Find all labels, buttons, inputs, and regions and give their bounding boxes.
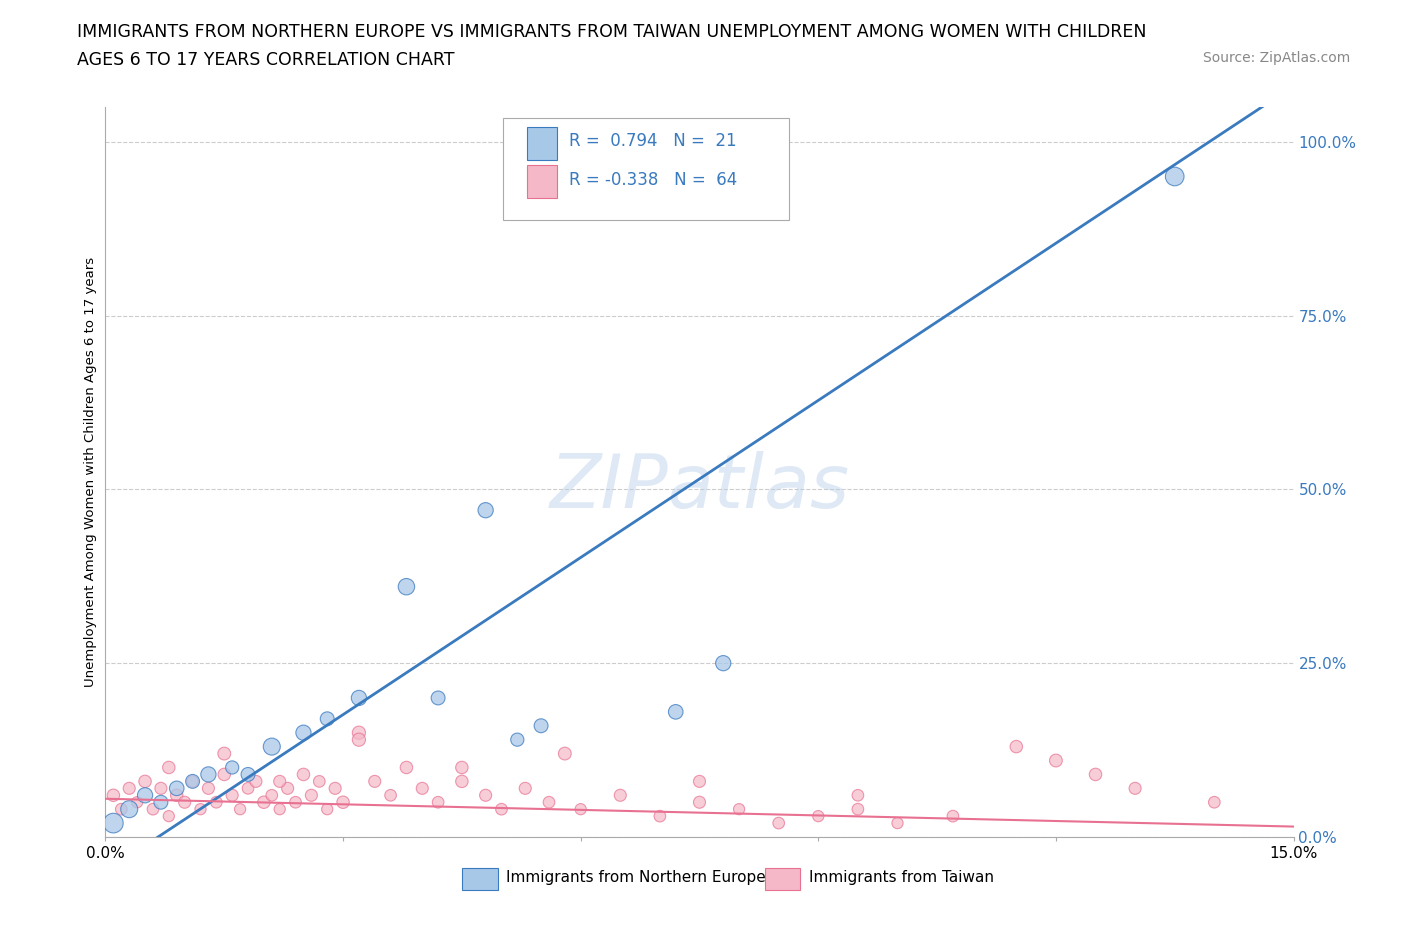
Point	[284, 795, 307, 810]
Point	[221, 788, 243, 803]
Point	[214, 746, 236, 761]
Point	[530, 718, 553, 733]
Text: Immigrants from Taiwan: Immigrants from Taiwan	[808, 870, 994, 884]
Point	[515, 781, 537, 796]
Point	[260, 739, 283, 754]
Text: ZIPatlas: ZIPatlas	[550, 450, 849, 523]
Point	[942, 809, 965, 824]
FancyBboxPatch shape	[765, 869, 800, 890]
Point	[665, 704, 688, 719]
Point	[157, 760, 180, 775]
Point	[450, 760, 472, 775]
Point	[236, 767, 259, 782]
FancyBboxPatch shape	[527, 127, 557, 160]
Point	[316, 802, 339, 817]
Point	[253, 795, 276, 810]
Point	[332, 795, 354, 810]
Point	[103, 788, 125, 803]
Point	[609, 788, 631, 803]
Point	[197, 767, 219, 782]
Point	[1005, 739, 1028, 754]
Point	[474, 503, 496, 518]
Point	[364, 774, 387, 789]
Point	[173, 795, 195, 810]
Point	[395, 760, 418, 775]
Point	[1084, 767, 1107, 782]
Point	[149, 781, 172, 796]
Point	[277, 781, 299, 796]
Point	[728, 802, 751, 817]
Point	[323, 781, 346, 796]
Point	[1123, 781, 1146, 796]
Point	[427, 690, 450, 705]
Point	[689, 795, 711, 810]
Point	[395, 579, 418, 594]
Point	[427, 795, 450, 810]
Text: R = -0.338   N =  64: R = -0.338 N = 64	[569, 171, 737, 189]
Point	[347, 690, 370, 705]
Point	[221, 760, 243, 775]
Point	[236, 781, 259, 796]
Point	[491, 802, 513, 817]
Point	[134, 788, 156, 803]
Point	[260, 788, 283, 803]
Point	[886, 816, 908, 830]
Point	[1164, 169, 1187, 184]
Point	[149, 795, 172, 810]
Point	[846, 788, 869, 803]
Point	[554, 746, 576, 761]
Point	[214, 767, 236, 782]
Point	[103, 816, 125, 830]
FancyBboxPatch shape	[461, 869, 498, 890]
Point	[245, 774, 267, 789]
Point	[347, 732, 370, 747]
Point	[807, 809, 830, 824]
Point	[308, 774, 330, 789]
Point	[166, 788, 188, 803]
Point	[166, 781, 188, 796]
Point	[506, 732, 529, 747]
Point	[269, 774, 291, 789]
Point	[190, 802, 212, 817]
Point	[380, 788, 402, 803]
Point	[689, 774, 711, 789]
Point	[292, 725, 315, 740]
Point	[450, 774, 472, 789]
Point	[1204, 795, 1226, 810]
Point	[292, 767, 315, 782]
Point	[537, 795, 560, 810]
Point	[118, 781, 141, 796]
Point	[110, 802, 132, 817]
Point	[316, 711, 339, 726]
Point	[1045, 753, 1067, 768]
Text: Source: ZipAtlas.com: Source: ZipAtlas.com	[1202, 51, 1350, 65]
Text: R =  0.794   N =  21: R = 0.794 N = 21	[569, 132, 737, 151]
Point	[648, 809, 671, 824]
Y-axis label: Unemployment Among Women with Children Ages 6 to 17 years: Unemployment Among Women with Children A…	[84, 257, 97, 687]
Point	[299, 788, 322, 803]
Point	[127, 795, 149, 810]
Point	[229, 802, 252, 817]
Point	[846, 802, 869, 817]
Point	[118, 802, 141, 817]
Point	[269, 802, 291, 817]
Point	[711, 656, 734, 671]
Point	[157, 809, 180, 824]
Point	[181, 774, 204, 789]
Point	[181, 774, 204, 789]
Point	[197, 781, 219, 796]
Point	[411, 781, 433, 796]
Point	[134, 774, 156, 789]
FancyBboxPatch shape	[527, 166, 557, 198]
Point	[205, 795, 228, 810]
Text: AGES 6 TO 17 YEARS CORRELATION CHART: AGES 6 TO 17 YEARS CORRELATION CHART	[77, 51, 454, 69]
Text: Immigrants from Northern Europe: Immigrants from Northern Europe	[506, 870, 766, 884]
Point	[768, 816, 790, 830]
Point	[569, 802, 592, 817]
FancyBboxPatch shape	[503, 118, 789, 220]
Point	[347, 725, 370, 740]
Point	[142, 802, 165, 817]
Text: IMMIGRANTS FROM NORTHERN EUROPE VS IMMIGRANTS FROM TAIWAN UNEMPLOYMENT AMONG WOM: IMMIGRANTS FROM NORTHERN EUROPE VS IMMIG…	[77, 23, 1147, 41]
Point	[474, 788, 496, 803]
